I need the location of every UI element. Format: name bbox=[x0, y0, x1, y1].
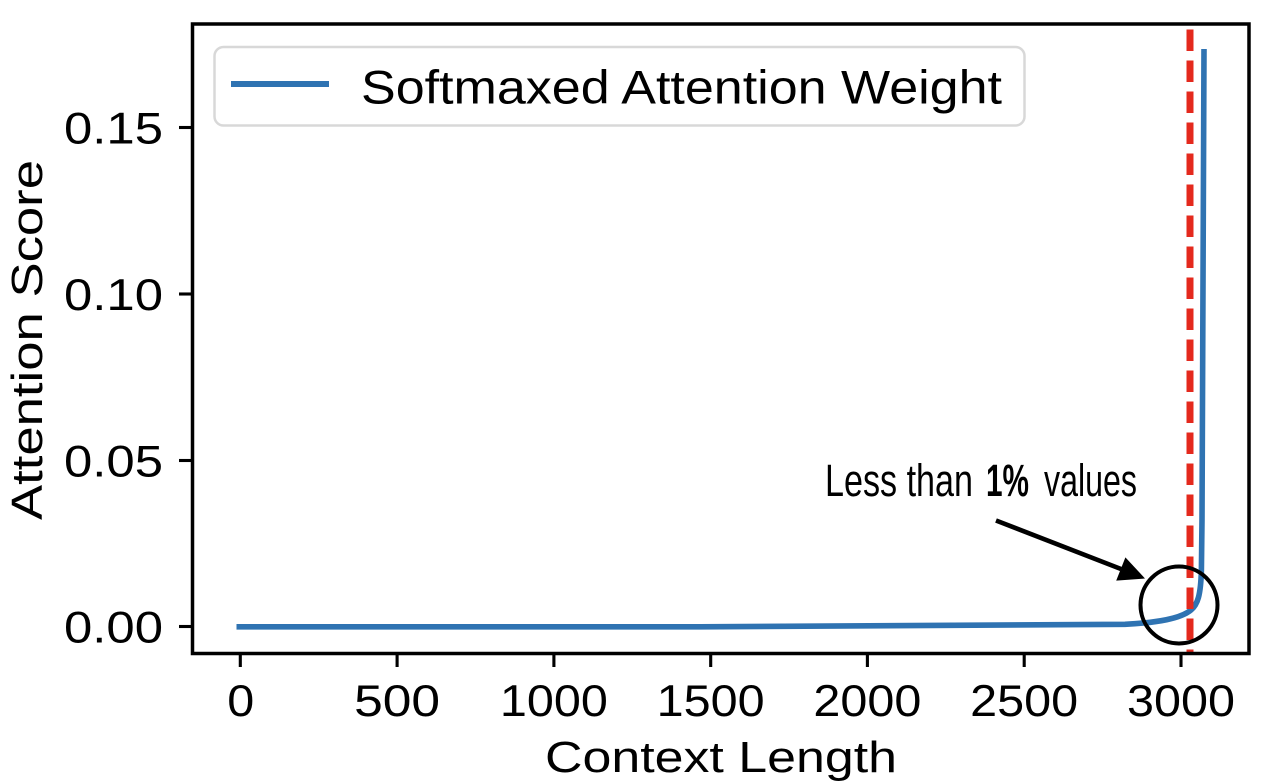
svg-text:Less than: Less than bbox=[825, 455, 973, 506]
svg-text:0: 0 bbox=[227, 677, 254, 726]
svg-text:Context Length: Context Length bbox=[545, 733, 897, 782]
svg-text:3000: 3000 bbox=[1127, 677, 1235, 726]
svg-text:2500: 2500 bbox=[970, 677, 1078, 726]
svg-text:0.05: 0.05 bbox=[64, 437, 163, 486]
svg-text:1000: 1000 bbox=[500, 677, 608, 726]
svg-text:0.10: 0.10 bbox=[64, 271, 163, 320]
svg-text:1500: 1500 bbox=[657, 677, 765, 726]
svg-text:2000: 2000 bbox=[813, 677, 921, 726]
svg-text:1%: 1% bbox=[986, 455, 1029, 506]
svg-text:Softmaxed Attention Weight: Softmaxed Attention Weight bbox=[361, 61, 1002, 114]
svg-text:0.00: 0.00 bbox=[64, 603, 163, 652]
svg-text:Attention Score: Attention Score bbox=[3, 160, 52, 520]
svg-text:values: values bbox=[1044, 455, 1137, 506]
svg-text:0.15: 0.15 bbox=[64, 104, 163, 153]
svg-text:500: 500 bbox=[354, 677, 440, 726]
